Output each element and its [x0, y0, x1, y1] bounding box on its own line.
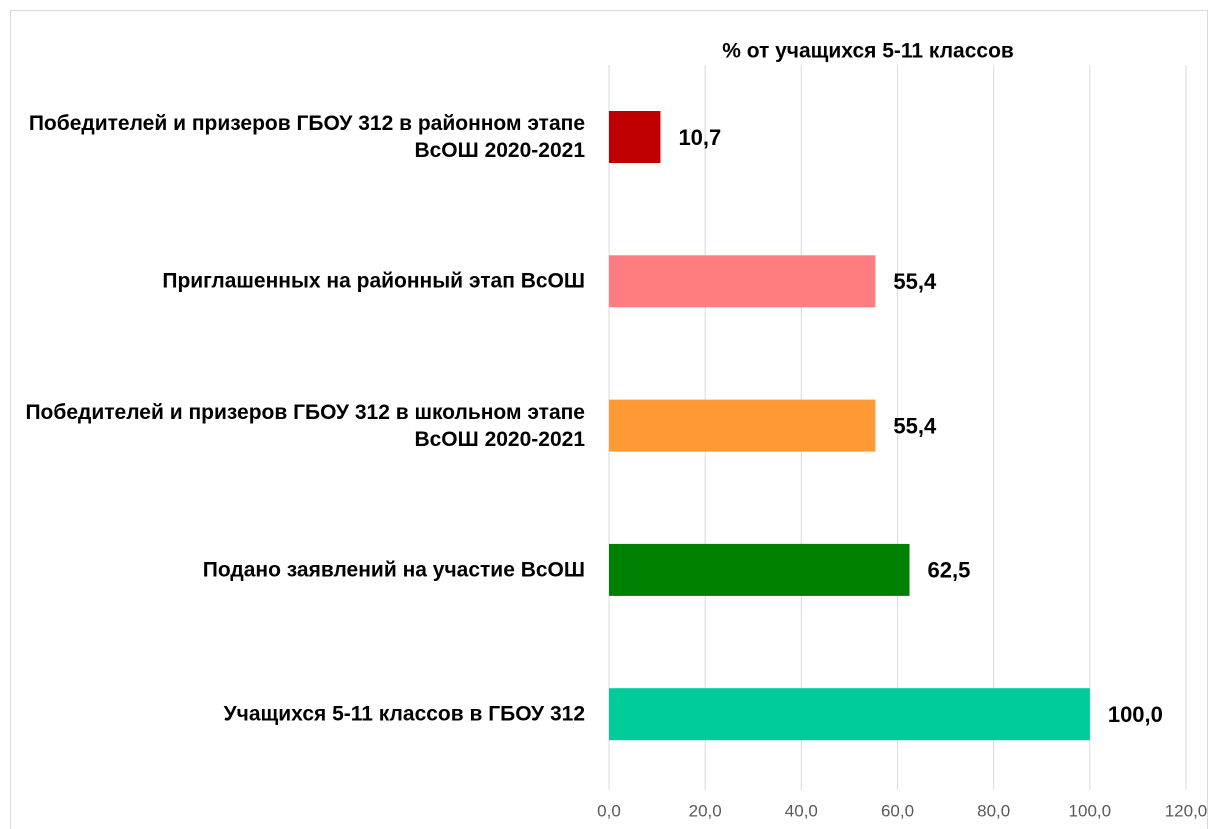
x-tick-label: 120,0	[1165, 801, 1208, 820]
y-tick-label: Учащихся 5-11 классов в ГБОУ 312	[223, 702, 585, 726]
bar	[609, 543, 910, 596]
chart-title: % от учащихся 5-11 классов	[722, 40, 1014, 63]
data-label: 55,4	[893, 413, 937, 438]
bar	[609, 688, 1090, 741]
data-label: 100,0	[1108, 702, 1163, 727]
x-tick-label: 80,0	[977, 801, 1010, 820]
data-label: 10,7	[678, 125, 721, 150]
data-label: 62,5	[928, 558, 971, 583]
y-tick-label: Победителей и призеров ГБОУ 312 в районн…	[28, 112, 585, 162]
x-tick-label: 60,0	[881, 801, 914, 820]
chart-border	[10, 10, 1208, 829]
x-tick-label: 40,0	[785, 801, 818, 820]
x-tick-label: 100,0	[1069, 801, 1112, 820]
bar	[609, 111, 661, 163]
x-tick-label: 20,0	[689, 801, 722, 820]
bar	[609, 255, 876, 308]
x-tick-label: 0,0	[597, 801, 621, 820]
y-tick-label: Приглашенных на районный этап ВсОШ	[162, 269, 585, 293]
y-tick-label: Подано заявлений на участие ВсОШ	[202, 558, 585, 582]
bar	[609, 399, 876, 452]
y-tick-label: Победителей и призеров ГБОУ 312 в школьн…	[25, 400, 585, 451]
data-label: 55,4	[893, 269, 937, 294]
